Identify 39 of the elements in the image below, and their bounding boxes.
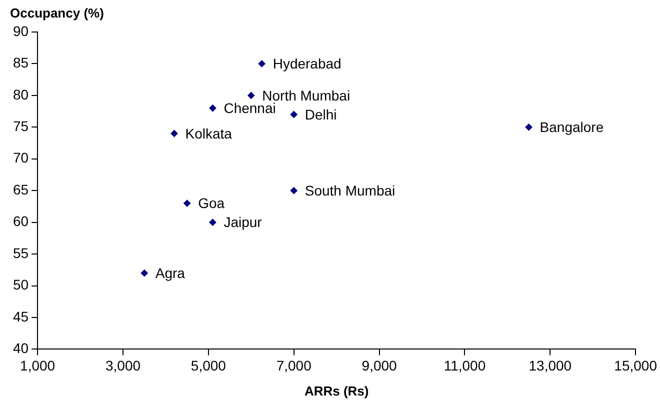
annotation: South Mumbai [304,182,396,198]
y-tick-label: 70 [12,150,29,166]
x-tick-label: 13,000 [528,357,572,374]
point [170,130,178,138]
x-tick-label: 3,000 [105,357,141,374]
y-tick-label: 60 [12,213,29,230]
annotation: Hyderabad [272,56,342,72]
y-tick-label: 75 [12,118,29,134]
point [290,110,298,118]
point [209,104,216,112]
y-axis-title: Occupancy (%) [10,6,104,21]
annotation: Goa [198,195,225,212]
x-tick-label: 9,000 [362,357,398,374]
y-tick-label: 40 [12,340,29,356]
annotation: Kolkata [185,125,232,142]
x-tick-label: 7,000 [276,357,312,374]
point [248,92,255,99]
point [258,60,266,68]
x-tick-label: 11,000 [444,357,486,374]
annotation: Jaipur [224,214,262,230]
point [140,270,148,277]
x-tick-label: 15,000 [614,357,658,374]
point [184,200,191,207]
y-tick-label: 90 [12,22,29,39]
point [290,187,298,194]
x-axis-title: ARRs (Rs) [304,384,369,399]
y-tick-label: 65 [12,181,29,198]
y-tick-label: 85 [12,54,29,71]
annotation: Agra [155,264,186,281]
y-tick-label: 50 [12,276,29,293]
point [209,218,216,226]
y-tick-label: 55 [12,244,29,261]
y-tick-label: 45 [12,308,29,324]
point [525,124,532,131]
x-tick-label: 5,000 [190,357,226,374]
y-tick-label: 80 [12,86,29,102]
annotation: Bangalore [540,119,604,136]
x-tick-label: 1,000 [20,357,56,374]
annotation: Delhi [304,106,337,122]
